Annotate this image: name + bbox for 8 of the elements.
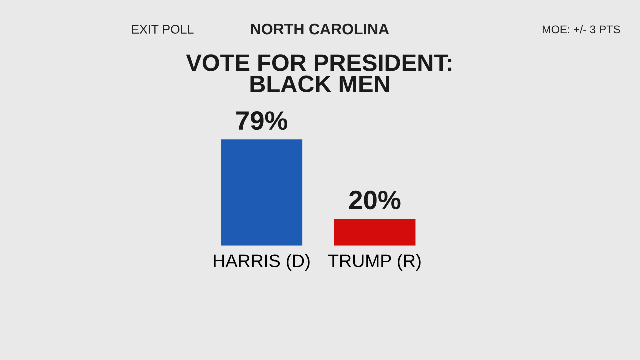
x-tick-label: HARRIS (D)	[214, 254, 310, 272]
data-label: 79%	[236, 112, 288, 130]
data-label: 20%	[349, 190, 401, 210]
chart-title: VOTE FOR PRESIDENT: BLACK MEN	[186, 54, 452, 93]
text: EXIT POLL	[132, 25, 194, 34]
chart-subtitle: NORTH CAROLINA	[251, 24, 390, 35]
x-tick-label: TRUMP (R)	[328, 254, 421, 272]
text: MOE: +/- 3 PTS	[542, 25, 620, 34]
